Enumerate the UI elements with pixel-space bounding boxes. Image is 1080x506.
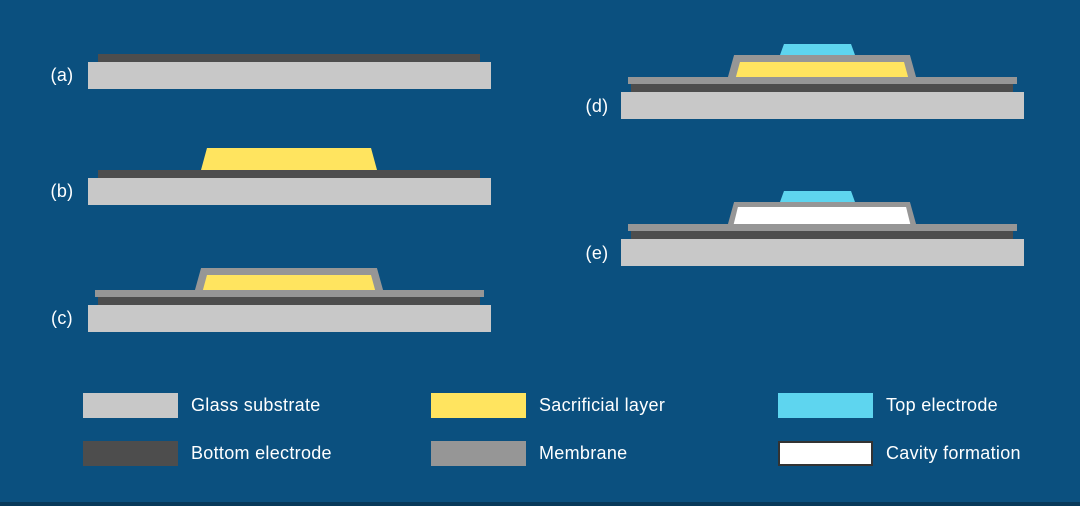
membrane-flat-layer <box>95 290 484 297</box>
step-a-label: (a) <box>50 65 74 85</box>
glass-substrate-layer <box>88 305 491 332</box>
legend-swatch-sacrificial-layer <box>431 393 526 418</box>
glass-substrate-layer <box>88 178 491 205</box>
step-e <box>621 191 1024 266</box>
legend-swatch-bottom-electrode <box>83 441 178 466</box>
step-c <box>88 268 491 332</box>
glass-substrate-layer <box>88 62 491 89</box>
legend-swatch-top-electrode <box>778 393 873 418</box>
legend-item-bottom-electrode: Bottom electrode <box>83 441 332 466</box>
sacrificial-layer <box>201 148 377 170</box>
legend-swatch-cavity-formation <box>778 441 873 466</box>
legend-swatch-glass-substrate <box>83 393 178 418</box>
bottom-electrode-layer <box>98 54 480 62</box>
bottom-electrode-layer <box>631 84 1013 92</box>
membrane-flat-layer <box>628 224 1017 231</box>
step-c-label: (c) <box>51 308 73 328</box>
legend-item-top-electrode: Top electrode <box>778 393 998 418</box>
legend-label-top-electrode: Top electrode <box>886 395 998 415</box>
bottom-edge-bar <box>0 502 1080 506</box>
step-d-label: (d) <box>585 96 609 116</box>
legend-label-sacrificial-layer: Sacrificial layer <box>539 395 666 415</box>
glass-substrate-layer <box>621 239 1024 266</box>
legend-label-membrane: Membrane <box>539 443 628 463</box>
bottom-electrode-layer <box>631 231 1013 239</box>
step-a <box>88 54 491 89</box>
legend-item-membrane: Membrane <box>431 441 627 466</box>
legend-item-cavity-formation: Cavity formation <box>778 441 1021 466</box>
top-electrode-layer <box>780 44 855 55</box>
legend-item-sacrificial-layer: Sacrificial layer <box>431 393 665 418</box>
step-b <box>88 148 491 205</box>
bottom-electrode-layer <box>98 297 480 305</box>
top-electrode-layer <box>780 191 855 202</box>
legend-label-glass-substrate: Glass substrate <box>191 395 321 415</box>
step-b-label: (b) <box>50 181 74 201</box>
legend-label-bottom-electrode: Bottom electrode <box>191 443 332 463</box>
membrane-flat-layer <box>628 77 1017 84</box>
bottom-electrode-layer <box>98 170 480 178</box>
step-d <box>621 44 1024 119</box>
step-e-label: (e) <box>585 243 609 263</box>
legend-swatch-membrane <box>431 441 526 466</box>
legend-item-glass-substrate: Glass substrate <box>83 393 321 418</box>
glass-substrate-layer <box>621 92 1024 119</box>
legend-label-cavity-formation: Cavity formation <box>886 443 1021 463</box>
